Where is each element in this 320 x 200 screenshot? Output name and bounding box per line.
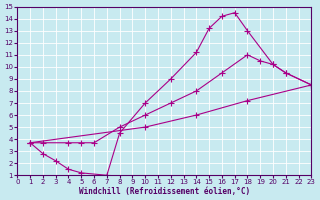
X-axis label: Windchill (Refroidissement éolien,°C): Windchill (Refroidissement éolien,°C) [79, 187, 250, 196]
